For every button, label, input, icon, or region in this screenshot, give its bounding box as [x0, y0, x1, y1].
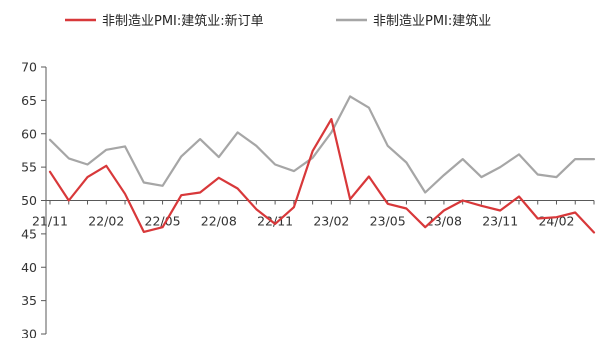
legend: 非制造业PMI:建筑业:新订单 非制造业PMI:建筑业: [65, 13, 491, 29]
x-tick-label: 22/11: [257, 214, 293, 229]
y-tick-label: 55: [21, 160, 37, 175]
legend-label-construction: 非制造业PMI:建筑业: [373, 13, 491, 29]
y-tick-label: 45: [21, 226, 37, 241]
y-axis: 30 35 40 45 50 55 60 65 70: [21, 60, 47, 338]
x-tick-label: 22/08: [201, 214, 237, 229]
series-line-new-orders: [48, 117, 596, 234]
x-tick-label: 23/05: [370, 214, 406, 229]
y-tick-label: 50: [21, 193, 37, 208]
y-tick-label: 70: [21, 60, 37, 75]
legend-label-new-orders: 非制造业PMI:建筑业:新订单: [102, 13, 264, 29]
x-tick-label: 24/02: [538, 214, 574, 229]
x-tick-label: 22/05: [145, 214, 181, 229]
y-tick-label: 65: [21, 93, 37, 108]
y-tick-label: 60: [21, 126, 37, 141]
x-tick-label: 21/11: [32, 214, 68, 229]
series-layer: [48, 95, 596, 234]
x-tick-label: 23/02: [313, 214, 349, 229]
x-tick-label: 22/02: [88, 214, 124, 229]
y-tick-label: 30: [21, 327, 37, 338]
x-tick-label: 23/11: [482, 214, 518, 229]
y-tick-label: 40: [21, 260, 37, 275]
y-tick-label: 35: [21, 293, 37, 308]
legend-item-construction: 非制造业PMI:建筑业: [336, 13, 491, 29]
series-line-construction: [48, 95, 596, 194]
legend-item-new-orders: 非制造业PMI:建筑业:新订单: [65, 13, 264, 29]
